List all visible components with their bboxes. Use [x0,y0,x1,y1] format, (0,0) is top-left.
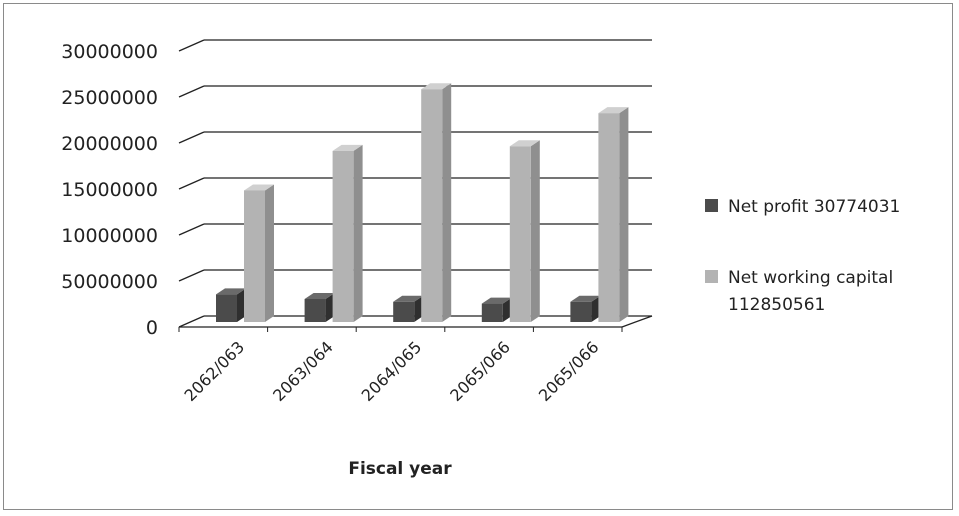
x-tick-label: 2065/066 [446,337,514,405]
gridline-connector [178,223,205,236]
bar-net-profit [216,288,246,322]
y-tick-label: 20000000 [61,133,158,155]
gridline-connector [178,315,205,328]
bar-net-working-capital [509,140,540,322]
gridline-connector [178,85,205,98]
bar-net-profit [304,293,335,322]
bar-net-working-capital [421,83,452,323]
y-tick-label: 50000000 [61,271,158,293]
bar-net-working-capital [332,144,363,322]
x-tick-label: 2062/063 [180,337,248,405]
y-tick-label: 0 [146,317,158,339]
y-tick-label: 10000000 [61,225,158,247]
gridline-connector [178,131,205,144]
gridline-connector [178,269,205,282]
x-axis-title: Fiscal year [348,459,452,479]
legend-item: Net profit 30774031 [705,197,900,217]
gridline-connector [178,177,205,190]
y-tick-label: 25000000 [61,87,158,109]
legend-swatch [705,199,718,212]
legend-swatch [705,270,718,283]
y-tick-label: 30000000 [61,41,158,63]
legend-item: Net working capital 112850561 [705,268,893,315]
bar-net-profit [481,297,512,322]
bar-net-profit [393,295,424,322]
legend-label: Net profit 30774031 [728,197,900,217]
y-tick-label: 15000000 [61,179,158,201]
bar-net-working-capital [598,107,629,322]
gridline-connector [178,39,205,52]
bar-net-profit [570,295,601,322]
x-tick-label: 2065/066 [535,337,603,405]
chart-frame [3,3,953,510]
bar-net-working-capital [244,184,274,322]
floor-side-edge [621,315,653,328]
x-tick-label: 2064/065 [358,337,426,405]
legend-label: Net working capital 112850561 [728,268,893,315]
x-tick-label: 2063/064 [269,337,337,405]
